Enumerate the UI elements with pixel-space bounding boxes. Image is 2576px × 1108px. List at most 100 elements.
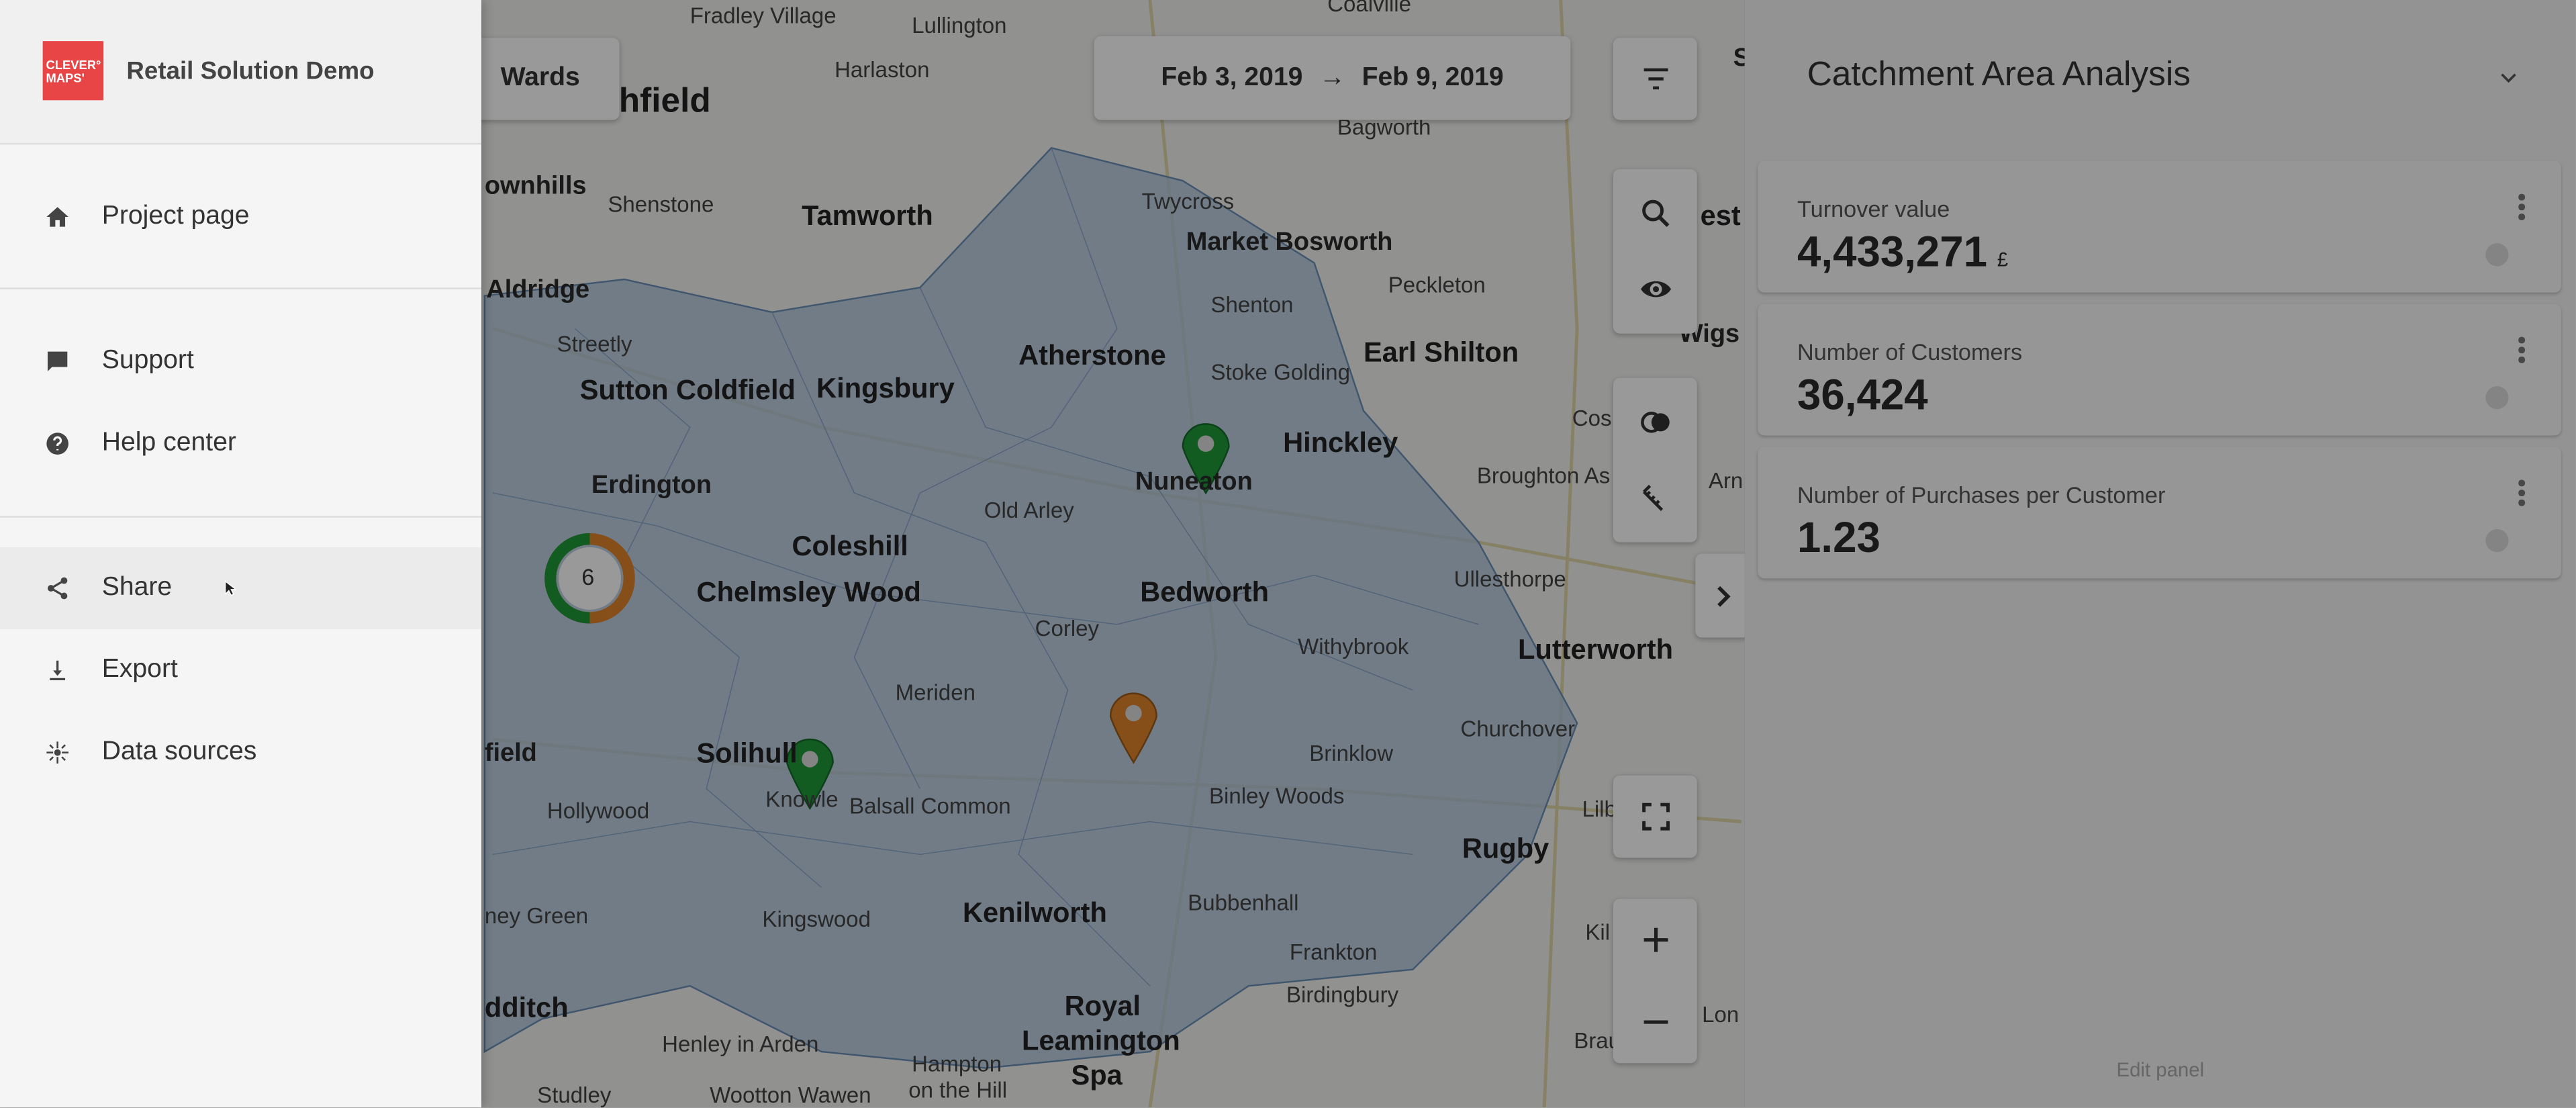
sidebar-item-label: Export — [101, 655, 178, 684]
home-icon — [46, 207, 68, 227]
cluster-count[interactable]: 6 — [581, 563, 595, 590]
sidebar-header: CLEVER° MAPS' Retail Solution Demo — [0, 0, 481, 145]
sidebar-item-data-sources[interactable]: Data sources — [0, 712, 481, 794]
map-label: Churchover — [1460, 716, 1576, 741]
map-label: Frankton — [1289, 939, 1378, 965]
arrow-right-icon: → — [1319, 63, 1346, 91]
sidebar-item-export[interactable]: Export — [0, 629, 481, 711]
share-icon — [47, 577, 68, 600]
map-label: Hollywood — [546, 798, 650, 823]
map-label: on the Hill — [908, 1078, 1008, 1103]
map-label: field — [484, 739, 537, 768]
indicator-card[interactable]: Number of Customers 36,424 — [1758, 304, 2561, 436]
compare-toggle-icon[interactable] — [1637, 404, 1673, 441]
chevron-down-icon[interactable] — [2497, 66, 2520, 89]
catchment-area — [483, 146, 1578, 1069]
more-options-icon[interactable] — [2518, 336, 2525, 367]
eye-icon[interactable] — [1637, 271, 1673, 308]
store-pin-green — [785, 739, 834, 811]
map-label: Lilb — [1582, 796, 1617, 822]
sidebar-item-label: Support — [101, 347, 194, 375]
map-label: S — [1733, 44, 1745, 74]
map-label: Studley — [537, 1082, 612, 1108]
map-label: Earl Shilton — [1364, 336, 1519, 369]
more-options-icon[interactable] — [2518, 193, 2525, 224]
divider — [0, 516, 481, 518]
modal-overlay[interactable] — [481, 0, 2576, 1108]
filter-icon — [1643, 68, 1668, 90]
status-dot — [2485, 528, 2509, 553]
panel-title: Catchment Area Analysis — [1807, 56, 2191, 94]
tools-group — [1613, 377, 1697, 543]
search-icon[interactable] — [1637, 195, 1673, 232]
map-label: Royal — [1064, 990, 1141, 1023]
indicator-title: Turnover value — [1797, 195, 1950, 222]
map-label: Fradley Village — [689, 3, 837, 28]
zoom-in-icon[interactable] — [1637, 922, 1673, 958]
map-label: Aldridge — [486, 276, 590, 304]
map-label: Old Arley — [984, 498, 1074, 523]
status-dot — [2485, 386, 2509, 410]
indicator-unit: £ — [1997, 248, 2009, 271]
store-pin-green — [1182, 423, 1230, 495]
map-label: Tamworth — [802, 200, 933, 232]
map-label: Withybrook — [1298, 634, 1409, 659]
indicator-card[interactable]: Number of Purchases per Customer 1.23 — [1758, 447, 2561, 579]
date-start: Feb 3, 2019 — [1161, 63, 1303, 91]
sidebar-item-help-center[interactable]: Help center — [0, 403, 481, 485]
data-sources-icon — [46, 741, 68, 764]
divider — [0, 287, 481, 289]
indicator-value: 4,433,271 — [1797, 226, 1988, 277]
map-label: Lullington — [912, 13, 1007, 38]
map-label: Kenilworth — [962, 897, 1107, 929]
indicator-title: Number of Customers — [1797, 338, 2023, 365]
ruler-icon[interactable] — [1637, 480, 1673, 516]
fullscreen-button[interactable] — [1613, 775, 1697, 858]
indicator-value: 36,424 — [1797, 369, 1928, 419]
map-label: Twycross — [1141, 189, 1235, 214]
date-end: Feb 9, 2019 — [1362, 63, 1504, 91]
map-label: Rugby — [1462, 833, 1549, 865]
map-label: Shenstone — [608, 192, 714, 218]
edit-panel-link[interactable]: Edit panel — [2116, 1058, 2205, 1082]
map-label: Bubbenhall — [1188, 890, 1299, 915]
sidebar-item-share[interactable]: Share — [0, 547, 481, 630]
map-label: Lon — [1702, 1002, 1739, 1027]
sidebar-item-label: Help center — [101, 428, 236, 457]
indicator-card[interactable]: Turnover value 4,433,271 £ — [1758, 160, 2561, 293]
map-label: Kingswood — [762, 907, 871, 932]
fullscreen-icon — [1641, 802, 1669, 831]
map-label: Corley — [1035, 616, 1100, 641]
app-title: Retail Solution Demo — [126, 57, 375, 86]
map-label: est — [1700, 200, 1741, 232]
map-label: Knowle — [765, 787, 839, 812]
map-label: Kingsbury — [816, 373, 955, 404]
map-label: ney Green — [484, 903, 589, 929]
map-label: Wootton Wawen — [710, 1082, 871, 1108]
map-label: Solihull — [696, 737, 798, 770]
map-label: Sutton Coldfield — [579, 374, 796, 406]
map-label: dditch — [484, 992, 569, 1024]
sidebar-item-project-page[interactable]: Project page — [0, 176, 481, 258]
download-icon — [50, 660, 66, 681]
expand-panel-button[interactable] — [1695, 553, 1745, 638]
indicator-title: Number of Purchases per Customer — [1797, 481, 2166, 508]
more-options-icon[interactable] — [2518, 479, 2525, 510]
map-base — [483, 0, 1742, 1108]
sidebar-item-support[interactable]: Support — [0, 320, 481, 402]
chat-icon — [47, 351, 68, 372]
map-label: Lutterworth — [1518, 634, 1674, 666]
layer-button[interactable]: Wards — [460, 38, 620, 120]
map-label: Meriden — [895, 680, 975, 705]
map-label: Market Bosworth — [1186, 228, 1393, 257]
map-label: Balsall Common — [849, 793, 1011, 819]
zoom-out-icon[interactable] — [1637, 1004, 1673, 1040]
map-label: Spa — [1071, 1060, 1123, 1091]
map-label: Ullesthorpe — [1453, 567, 1566, 592]
map-label: Nuneaton — [1135, 468, 1253, 496]
date-range-picker[interactable]: Feb 3, 2019 → Feb 9, 2019 — [1094, 36, 1571, 120]
filter-button[interactable] — [1613, 38, 1697, 120]
zoom-controls — [1613, 898, 1697, 1064]
map-label: Kil — [1585, 920, 1611, 945]
help-icon — [46, 432, 68, 455]
